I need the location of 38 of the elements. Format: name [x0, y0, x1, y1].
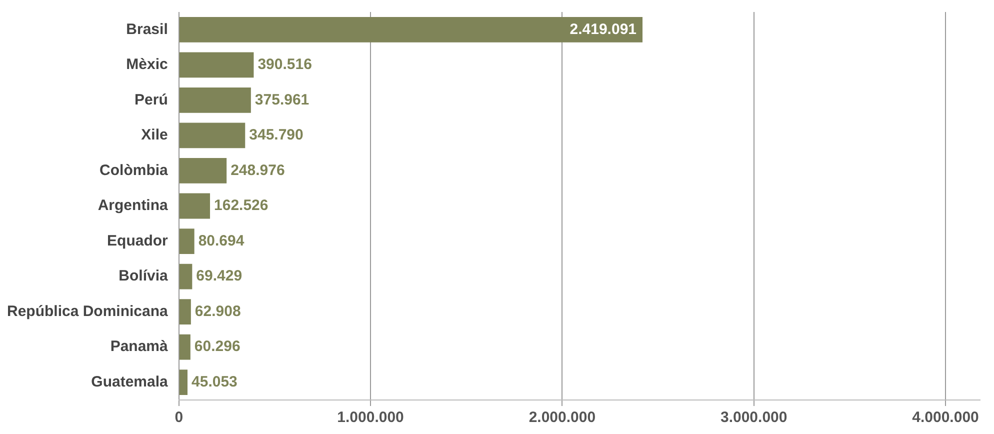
bar	[179, 87, 251, 113]
y-tick-label: Mèxic	[126, 56, 168, 74]
data-label: 69.429	[196, 268, 242, 285]
data-label: 2.419.091	[570, 20, 637, 38]
y-tick-label: Argentina	[98, 197, 169, 214]
x-tick-label: 2.000.000	[528, 409, 596, 426]
data-label: 60.296	[194, 338, 240, 356]
x-tick-label: 0	[174, 409, 184, 426]
data-label: 248.976	[230, 162, 285, 179]
bar	[179, 299, 191, 325]
x-tick-label: 1.000.000	[337, 409, 404, 426]
x-tick-label: 4.000.000	[912, 409, 979, 426]
y-tick-label: Brasil	[126, 20, 168, 38]
y-tick-label: Perú	[134, 91, 168, 108]
bar	[179, 334, 190, 360]
y-tick-label: Colòmbia	[100, 162, 169, 179]
data-label: 345.790	[249, 126, 304, 144]
y-tick-label: República Dominicana	[6, 302, 169, 320]
y-tick-label: Panamà	[110, 338, 169, 356]
data-label: 375.961	[254, 91, 310, 108]
bar	[179, 122, 246, 148]
bar	[179, 228, 194, 254]
y-tick-label: Guatemala	[91, 374, 169, 391]
bar	[179, 264, 192, 290]
data-label: 45.053	[192, 374, 238, 391]
bar	[179, 16, 643, 42]
bar	[179, 193, 210, 219]
bar	[179, 52, 254, 78]
data-label: 62.908	[194, 302, 241, 320]
data-label: 162.526	[214, 197, 268, 214]
x-tick-label: 3.000.000	[720, 409, 788, 426]
y-tick-label: Xile	[141, 126, 168, 144]
data-label: 390.516	[258, 56, 312, 74]
data-label: 80.694	[198, 232, 245, 250]
y-tick-label: Equador	[107, 232, 168, 250]
bar	[179, 158, 227, 184]
bar	[179, 370, 188, 396]
y-tick-label: Bolívia	[118, 268, 169, 285]
